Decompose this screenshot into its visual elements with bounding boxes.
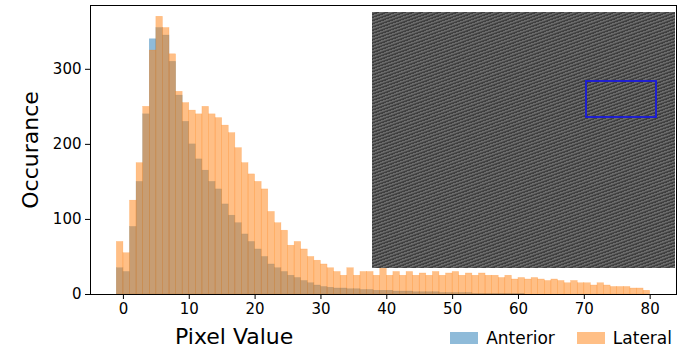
svg-text:10: 10 <box>180 300 199 318</box>
svg-text:200: 200 <box>53 135 82 153</box>
svg-text:60: 60 <box>509 300 528 318</box>
svg-text:50: 50 <box>443 300 462 318</box>
svg-text:30: 30 <box>311 300 330 318</box>
svg-text:40: 40 <box>377 300 396 318</box>
svg-text:0: 0 <box>119 300 129 318</box>
svg-text:300: 300 <box>53 60 82 78</box>
svg-text:70: 70 <box>575 300 594 318</box>
svg-text:20: 20 <box>246 300 265 318</box>
svg-text:0: 0 <box>72 285 82 303</box>
svg-text:100: 100 <box>53 210 82 228</box>
html-text:Occurance: Occurance <box>17 90 43 209</box>
html-text:Anterior: Anterior <box>486 328 555 348</box>
html-text:Lateral: Lateral <box>612 328 672 348</box>
svg-text:80: 80 <box>641 300 660 318</box>
html-text:Pixel Value: Pixel Value <box>175 324 294 349</box>
